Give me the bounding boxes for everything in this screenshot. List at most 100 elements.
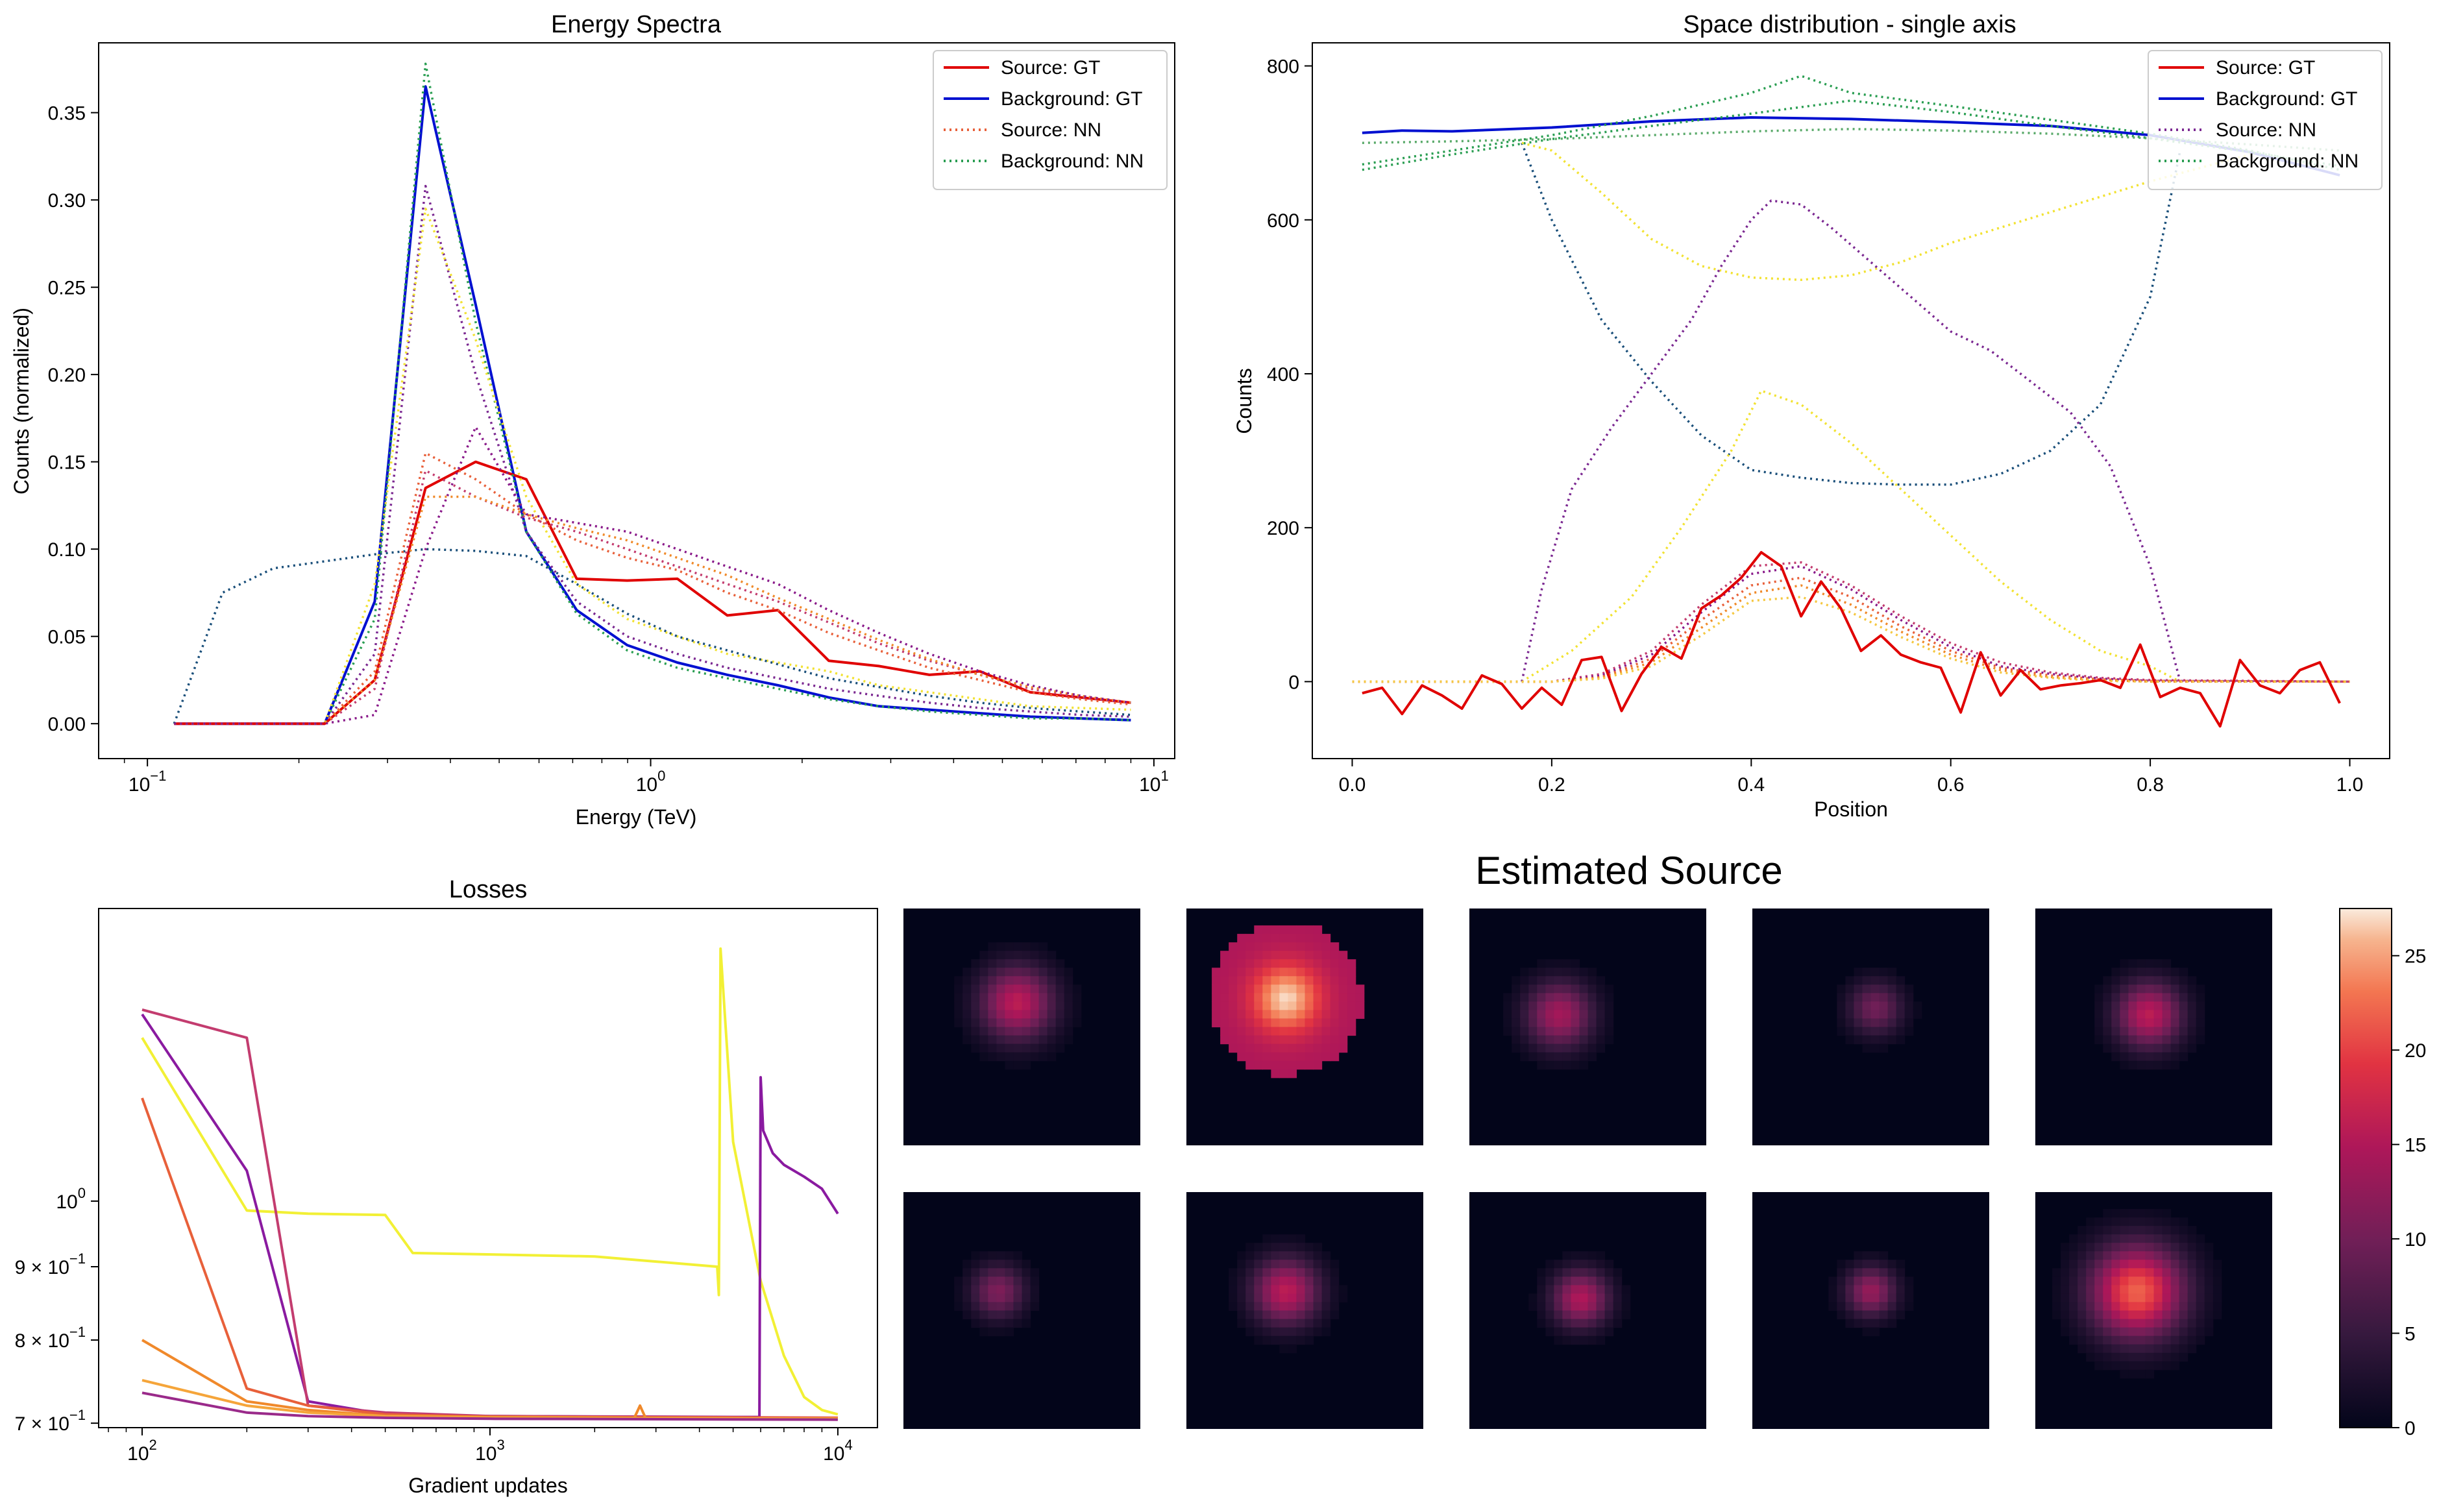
heatmap-cell [1254,934,1263,943]
heatmap-panel [1469,908,1706,1145]
heatmap-cell [1245,1251,1255,1260]
heatmap-cell [1347,984,1356,994]
heatmap-cell [1854,1276,1863,1286]
heatmap-cell [1305,1018,1314,1028]
heatmap-cell [2179,1344,2188,1354]
heatmap-cell [1887,1310,1897,1320]
heatmap-cell [1887,1293,1897,1303]
heatmap-cell [1237,951,1246,960]
heatmap-cell [971,1310,980,1320]
heatmap-cell [1896,1027,1906,1036]
series-line-2 [141,1008,838,1419]
heatmap-cell [1571,968,1580,977]
heatmap-cell [1279,1018,1289,1028]
heatmap-cell [2094,1035,2103,1045]
heatmap-cell [1288,1260,1297,1269]
heatmap-cell [1887,984,1897,994]
series-line-9 [1352,565,2350,683]
source-gt-line-1 [174,460,1131,726]
heatmap-cell [2077,1276,2087,1286]
heatmap-cell [996,1035,1006,1045]
heatmap-cell [2170,1276,2180,1286]
heatmap-cell [1321,1018,1331,1028]
heatmap-cell [1896,1010,1906,1019]
heatmap-cell [2153,1052,2163,1062]
heatmap-cell [2086,1352,2095,1362]
heatmap-cell [2120,1001,2129,1011]
y-tick-label: 0.20 [48,365,86,386]
heatmap-cell [1030,1018,1040,1028]
heatmap-cell [1896,1310,1906,1320]
heatmap-cell [1613,1268,1623,1277]
heatmap-cell [1064,1018,1073,1028]
y-tick-label: 0.25 [48,278,86,299]
heatmap-cell [1537,993,1546,1002]
heatmap-cell [2120,1018,2129,1028]
heatmap-cell [2137,1344,2146,1354]
heatmap-cell [1587,984,1597,994]
heatmap-cell [2162,1293,2172,1303]
heatmap-cell [1528,1043,1538,1053]
heatmap-cell [1596,1010,1606,1019]
heatmap-cell [1904,1018,1914,1028]
heatmap-cell [979,1052,988,1062]
heatmap-cell [979,1001,988,1011]
heatmap-cell [1288,993,1297,1002]
heatmap-cell [2094,1319,2103,1328]
heatmap-cell [2145,1260,2155,1269]
heatmap-cell [1330,1260,1340,1269]
heatmap-cell [1571,1285,1580,1295]
heatmap-cell [2077,1260,2087,1269]
heatmap-cell [1254,1018,1263,1028]
heatmap-cell [1022,942,1031,951]
heatmap-cell [1229,1302,1238,1311]
heatmap-panels [903,908,2272,1429]
heatmap-cell [1562,1043,1572,1053]
heatmap-cell [2162,1361,2172,1371]
heatmap-cell [1896,1293,1906,1303]
heatmap-cell [2103,1217,2112,1226]
heatmap-cell [971,1319,980,1328]
heatmap-cell [2170,1293,2180,1303]
heatmap-cell [1571,1052,1580,1062]
heatmap-cell [1229,1285,1238,1295]
heatmap-cell [2052,1276,2061,1286]
y-tick-label: 0.35 [48,103,86,125]
heatmap-cell [1528,1027,1538,1036]
heatmap-cell [1296,1035,1306,1045]
heatmap-cell [2111,1052,2120,1062]
heatmap-cell [2153,1361,2163,1371]
heatmap-cell [2137,1302,2146,1311]
heatmap-cell [979,1276,988,1286]
heatmap-cell [2120,1251,2129,1260]
heatmap-cell [1887,1018,1897,1028]
heatmap-cell [1072,993,1082,1002]
heatmap-cell [1596,1319,1606,1328]
heatmap-cell [2052,1268,2061,1277]
heatmap-cell [2111,1352,2120,1362]
heatmap-cell [1237,959,1246,968]
heatmap-cell [971,1043,980,1053]
heatmap-cell [1288,942,1297,951]
heatmap-cell [1271,1251,1280,1260]
heatmap-cell [1321,942,1331,951]
heatmap-cell [1338,968,1348,977]
heatmap-cell [2094,1010,2103,1019]
heatmap-cell [2103,1293,2112,1303]
heatmap-cell [1512,1027,1521,1036]
heatmap-cell [1845,976,1855,985]
heatmap-cell [996,1285,1006,1295]
heatmap-cell [2145,976,2155,985]
heatmap-cell [1562,968,1572,977]
heatmap-cell [1022,1276,1031,1286]
heatmap-cell [2162,1260,2172,1269]
heatmap-cell [1055,1010,1065,1019]
heatmap-cell [2179,1319,2188,1328]
heatmap-cell [2204,1268,2214,1277]
heatmap-cell [2162,1319,2172,1328]
heatmap-cell [996,984,1006,994]
heatmap-cell [2103,1302,2112,1311]
heatmap-cell [1571,1319,1580,1328]
heatmap-cell [1022,1319,1031,1328]
heatmap-cell [1279,1285,1289,1295]
